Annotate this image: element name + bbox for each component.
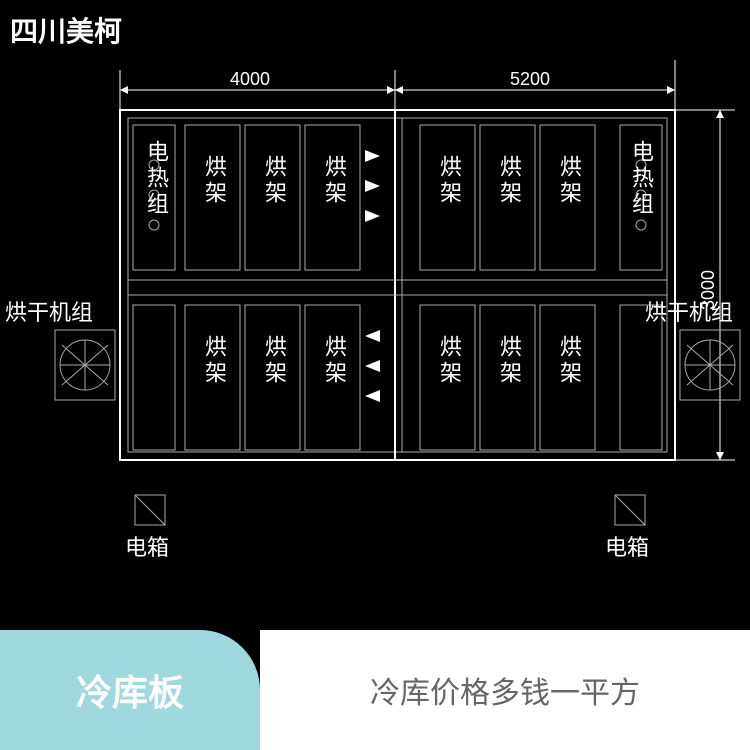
- heater-right-label: 电热组: [625, 140, 657, 218]
- footer-product-name: 冷库板: [0, 630, 260, 750]
- ebox-right-label: 电箱: [605, 530, 649, 562]
- footer-tagline: 冷库价格多钱一平方: [260, 630, 750, 750]
- dryer-left-label: 烘干机组: [5, 295, 93, 327]
- dryer-right-label: 烘干机组: [645, 295, 733, 327]
- rack-label-t6: 烘架: [553, 155, 585, 207]
- rack-label-t2: 烘架: [258, 155, 290, 207]
- rack-label-b4: 烘架: [433, 335, 465, 387]
- ebox-left-label: 电箱: [125, 530, 169, 562]
- watermark-text: 四川美柯: [10, 10, 122, 50]
- rack-label-b2: 烘架: [258, 335, 290, 387]
- rack-label-b6: 烘架: [553, 335, 585, 387]
- rack-label-t4: 烘架: [433, 155, 465, 207]
- dim-left: 4000: [230, 69, 270, 89]
- rack-label-t5: 烘架: [493, 155, 525, 207]
- heater-left-label: 电热组: [140, 140, 172, 218]
- rack-label-b5: 烘架: [493, 335, 525, 387]
- footer-banner: 冷库板 冷库价格多钱一平方: [0, 630, 750, 750]
- cad-diagram: 4000 5200 3000 电热组 电热组 烘架 烘架 烘架 烘架 烘架 烘架…: [0, 0, 750, 630]
- rack-label-t1: 烘架: [198, 155, 230, 207]
- dim-right: 5200: [510, 69, 550, 89]
- rack-label-t3: 烘架: [318, 155, 350, 207]
- rack-label-b3: 烘架: [318, 335, 350, 387]
- rack-label-b1: 烘架: [198, 335, 230, 387]
